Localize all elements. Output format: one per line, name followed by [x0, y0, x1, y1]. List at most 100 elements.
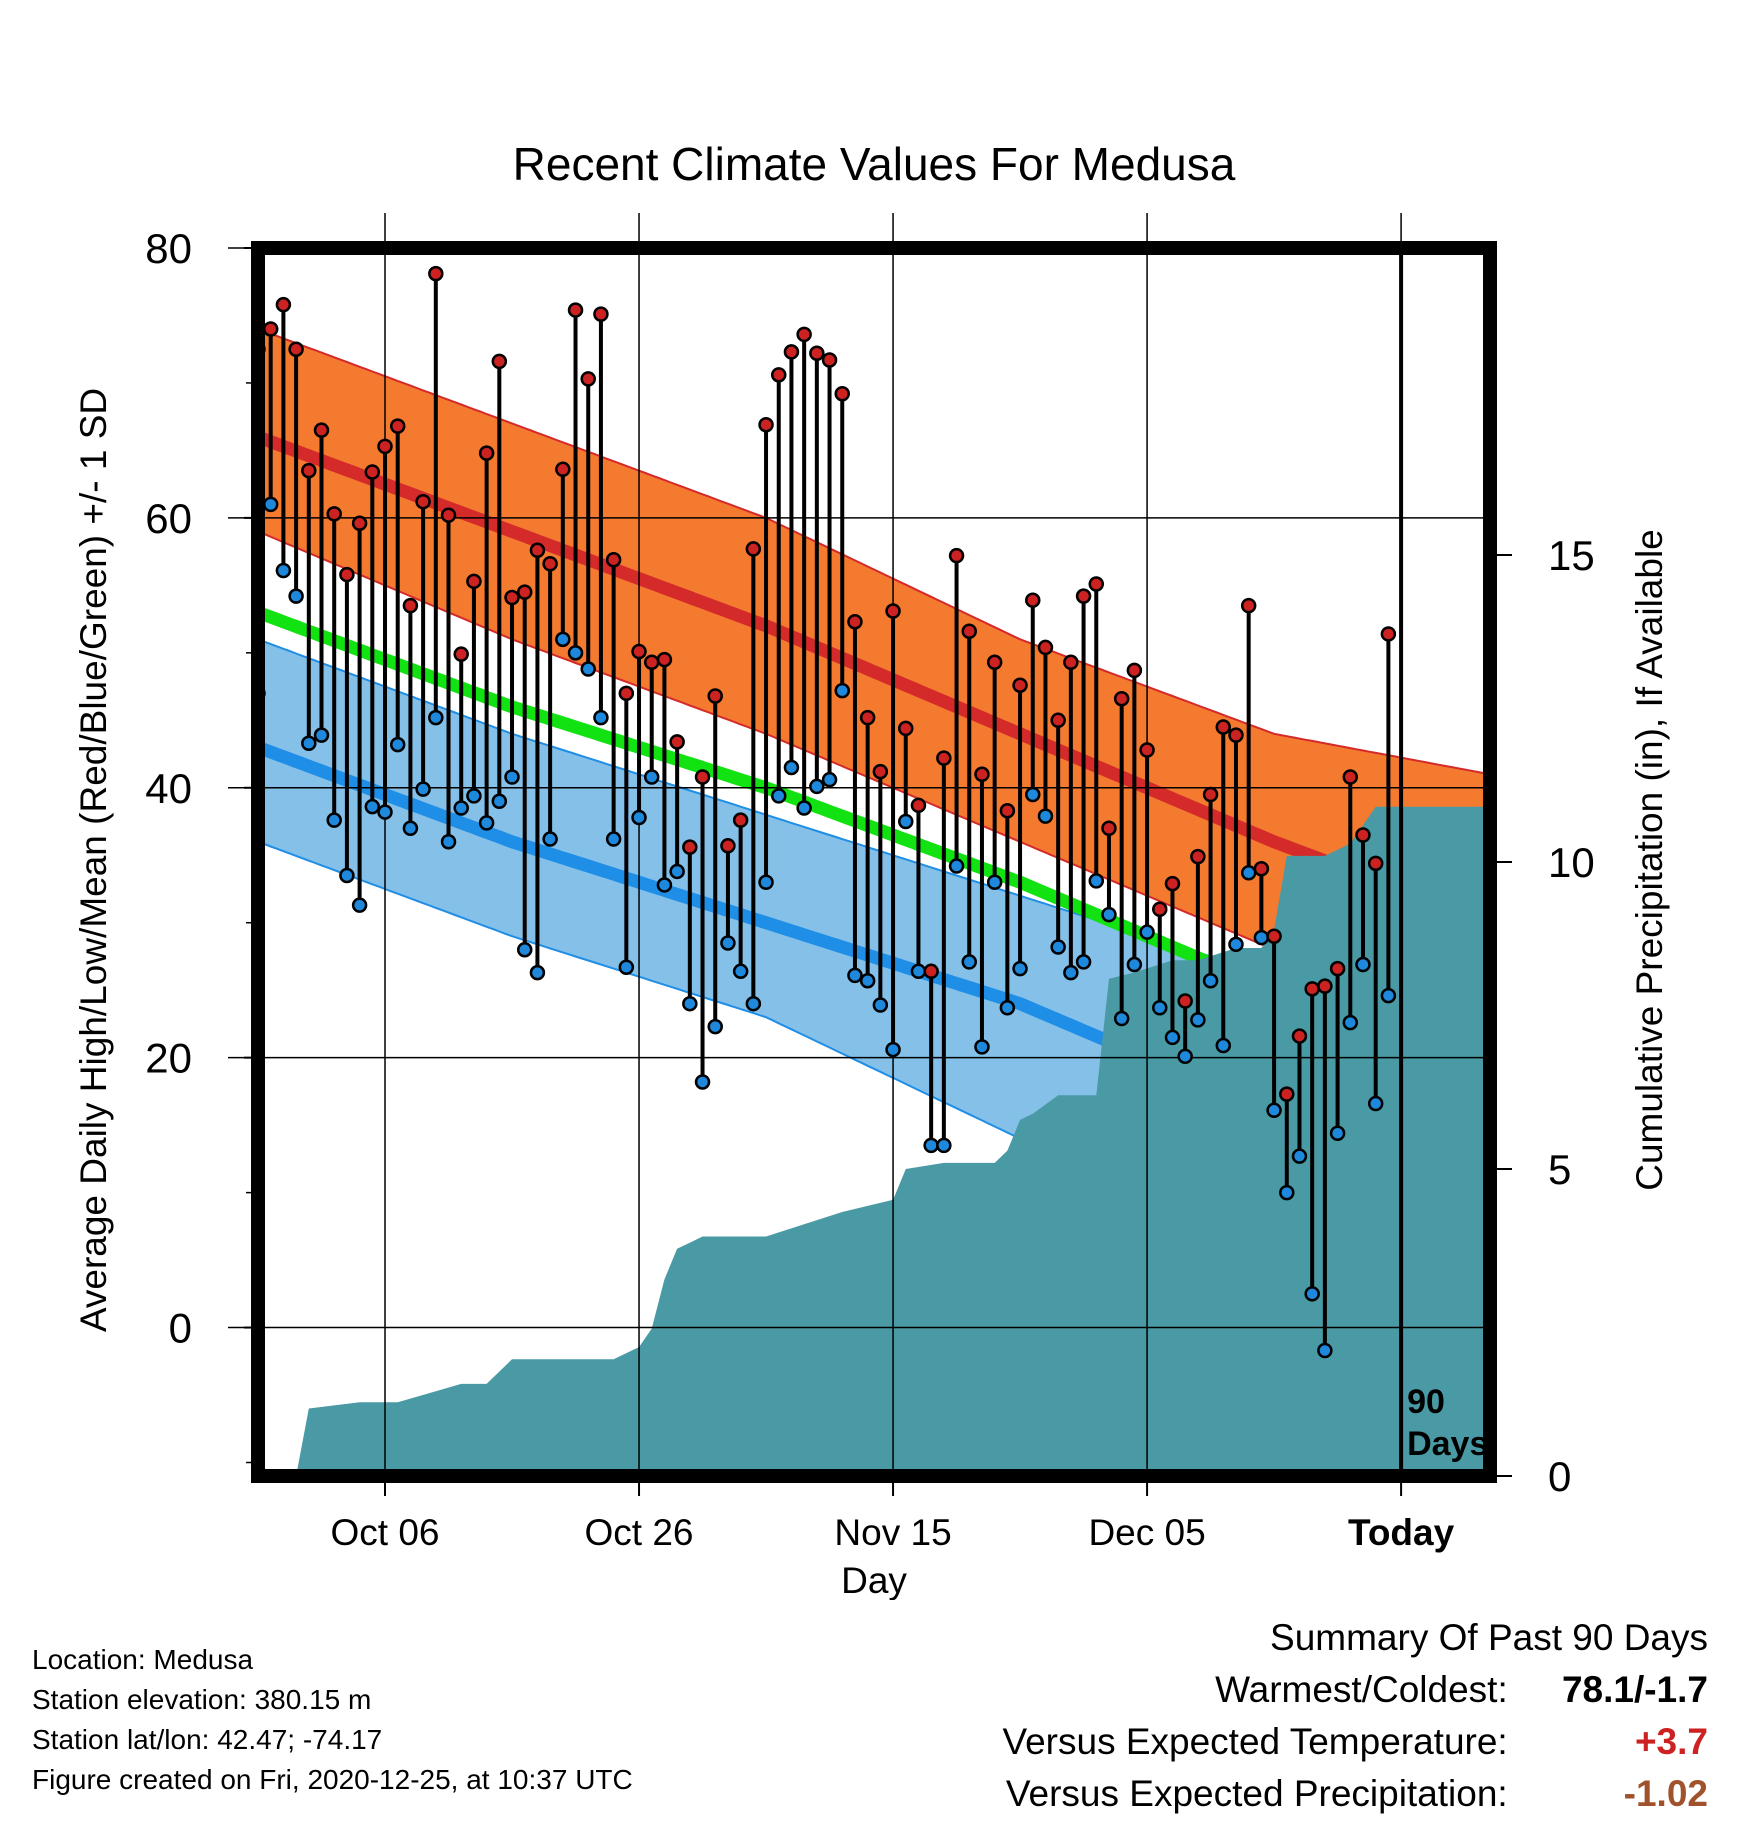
daily-low-point-24: [555, 631, 571, 648]
daily-high-point-34: [682, 839, 698, 855]
daily-high-point-86: [1342, 769, 1359, 785]
x-tick-label-1: Oct 26: [585, 1512, 694, 1553]
daily-high-point-85: [1329, 960, 1346, 977]
daily-high-point-67: [1101, 820, 1117, 837]
daily-low-point-62: [1037, 808, 1054, 824]
daily-high-point-80: [1266, 928, 1282, 944]
precip-departure-value: -1.02: [1623, 1773, 1708, 1814]
daily-low-point-67: [1101, 906, 1117, 923]
daily-low-point-31: [643, 769, 660, 785]
daily-low-point-45: [821, 771, 838, 788]
daily-high-point-14: [428, 265, 444, 282]
daily-low-point-7: [339, 867, 355, 884]
daily-high-point-38: [732, 812, 749, 828]
daily-low-point-83: [1304, 1286, 1320, 1302]
daily-high-point-33: [669, 734, 685, 750]
daily-low-point-32: [656, 877, 673, 893]
daily-high-point-7: [339, 566, 355, 583]
daily-high-point-83: [1304, 981, 1320, 997]
daily-low-point-38: [732, 963, 749, 980]
daily-low-point-13: [415, 781, 431, 797]
daily-high-point-81: [1279, 1086, 1295, 1102]
daily-high-point-66: [1088, 576, 1105, 592]
daily-high-point-17: [466, 573, 482, 590]
daily-low-point-66: [1088, 873, 1105, 889]
daily-low-point-14: [428, 709, 444, 726]
daily-high-point-32: [656, 651, 673, 668]
daily-low-point-42: [783, 759, 800, 776]
daily-low-point-65: [1075, 954, 1092, 970]
daily-high-point-21: [516, 584, 533, 600]
daily-low-point-36: [707, 1018, 723, 1035]
daily-high-point-29: [618, 685, 635, 702]
daily-high-point-58: [986, 654, 1003, 671]
daily-high-point-69: [1126, 662, 1143, 679]
daily-high-point-61: [1025, 592, 1041, 608]
daily-low-point-73: [1177, 1048, 1193, 1065]
daily-high-point-42: [783, 344, 800, 360]
daily-low-point-64: [1063, 964, 1079, 981]
daily-high-point-60: [1012, 677, 1028, 693]
daily-low-point-71: [1152, 999, 1168, 1016]
daily-high-point-25: [567, 302, 584, 318]
y-left-tick-label-1: 20: [145, 1035, 192, 1082]
daily-high-point-63: [1050, 712, 1066, 729]
daily-high-point-24: [555, 461, 571, 478]
daily-high-point-8: [351, 515, 368, 532]
daily-low-point-84: [1317, 1342, 1333, 1359]
daily-low-point-27: [593, 709, 609, 726]
daily-high-point-87: [1355, 827, 1371, 843]
daily-high-point-18: [478, 445, 495, 461]
daily-low-point-88: [1367, 1095, 1384, 1112]
daily-high-point-88: [1367, 855, 1384, 872]
warmest-label: Warmest/Coldest:: [1215, 1669, 1508, 1710]
daily-high-point-23: [542, 556, 558, 572]
daily-high-point-72: [1164, 875, 1181, 892]
daily-low-point-52: [910, 963, 927, 980]
daily-high-point-51: [898, 720, 914, 737]
daily-high-point-39: [745, 541, 762, 557]
daily-low-point-44: [809, 778, 825, 795]
daily-low-point-82: [1291, 1148, 1308, 1164]
daily-low-point-39: [745, 995, 762, 1012]
daily-high-point-78: [1240, 597, 1257, 614]
daily-low-point-40: [758, 874, 774, 890]
station-elevation: Station elevation: 380.15 m: [32, 1684, 372, 1715]
daily-low-point-20: [504, 769, 520, 785]
daily-high-point-3: [288, 341, 304, 357]
daily-high-point-4: [301, 462, 317, 479]
daily-low-point-43: [796, 800, 812, 816]
daily-high-point-22: [529, 542, 546, 559]
chart-title: Recent Climate Values For Medusa: [513, 138, 1236, 190]
daily-low-point-6: [326, 812, 342, 828]
x-tick-label-0: Oct 06: [331, 1512, 440, 1553]
precip-departure-label: Versus Expected Precipitation:: [1005, 1773, 1508, 1814]
daily-high-point-12: [402, 597, 419, 614]
daily-high-point-5: [313, 422, 330, 438]
daily-low-point-34: [682, 995, 698, 1012]
today-label-days: Days: [1407, 1425, 1488, 1463]
daily-low-point-76: [1215, 1037, 1232, 1054]
daily-high-point-40: [758, 417, 774, 433]
daily-low-point-87: [1355, 956, 1371, 973]
daily-high-point-27: [593, 306, 609, 322]
y-right-tick-label-3: 15: [1548, 532, 1595, 579]
summary-panel: Summary Of Past 90 Days Warmest/Coldest:…: [1002, 1612, 1708, 1820]
daily-low-point-72: [1164, 1029, 1181, 1046]
daily-high-point-16: [453, 646, 469, 662]
daily-high-point-84: [1317, 978, 1333, 994]
daily-high-point-64: [1063, 654, 1079, 671]
daily-low-point-75: [1202, 973, 1219, 989]
daily-low-point-49: [872, 997, 889, 1013]
daily-low-point-9: [364, 798, 381, 815]
daily-low-point-19: [491, 793, 508, 810]
daily-high-point-11: [389, 418, 406, 434]
daily-low-point-50: [885, 1041, 901, 1058]
daily-low-point-30: [631, 809, 647, 826]
daily-low-point-1: [262, 496, 279, 513]
daily-high-point-41: [770, 367, 787, 383]
daily-high-point-35: [694, 769, 711, 785]
daily-high-point-49: [872, 763, 889, 780]
daily-high-point-53: [923, 963, 939, 980]
precip-area: [258, 806, 1490, 1476]
